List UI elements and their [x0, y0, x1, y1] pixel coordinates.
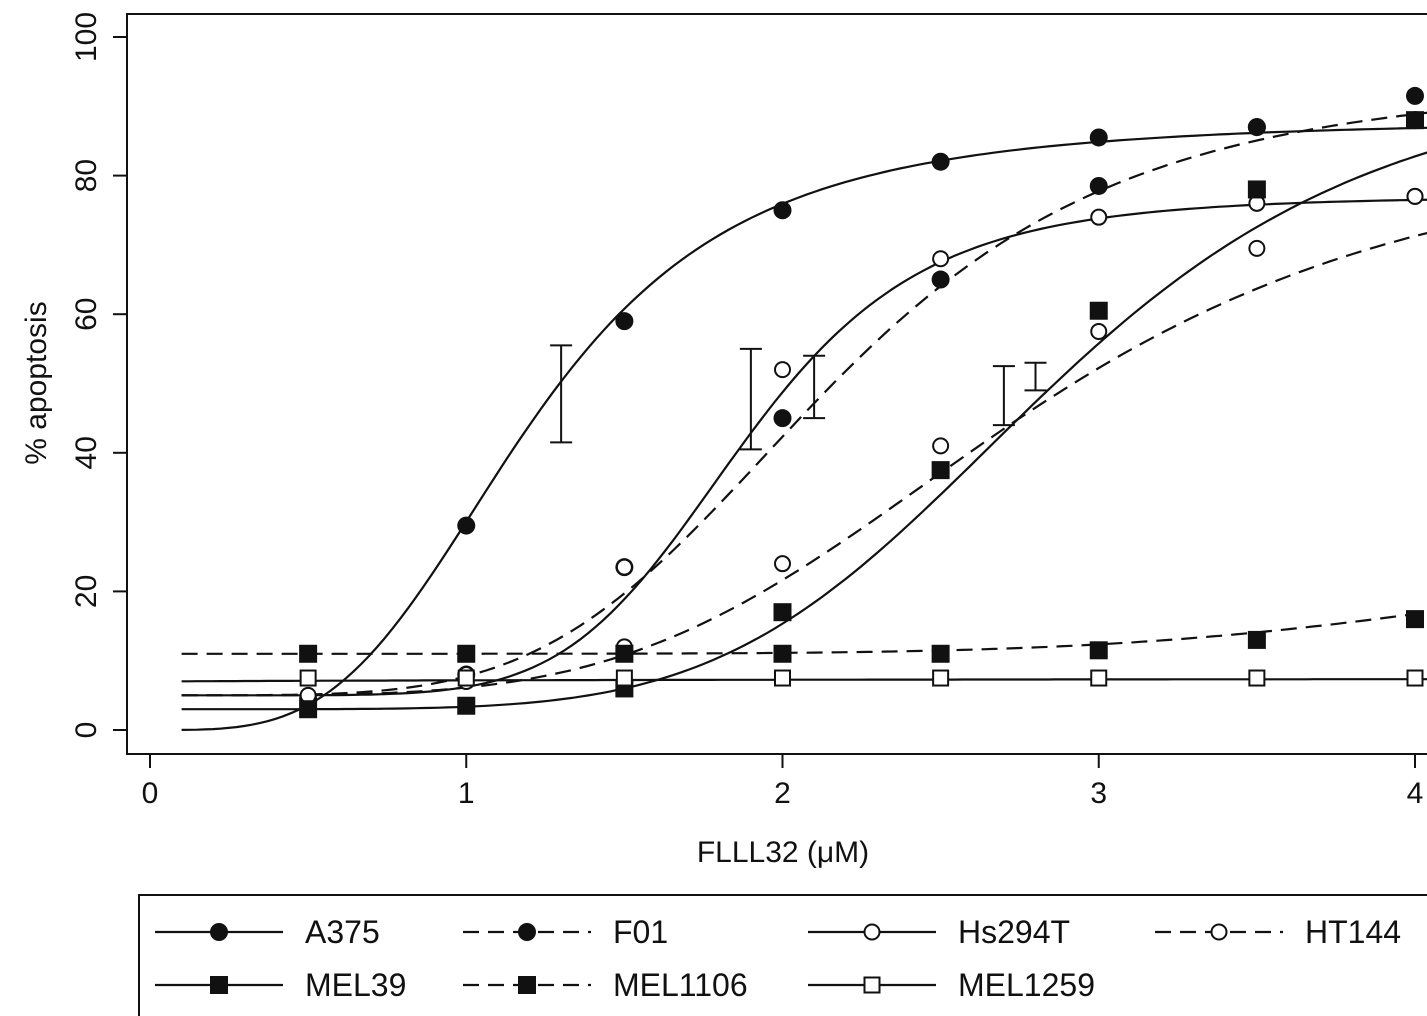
point-ht144: [932, 437, 950, 455]
x-tick-label: 2: [774, 777, 791, 810]
point-mel1106: [931, 644, 950, 663]
y-tick-label: 100: [70, 12, 103, 62]
x-tick-label: 3: [1090, 777, 1107, 810]
point-mel1259: [1090, 669, 1108, 687]
legend-label-a375: A375: [305, 914, 380, 950]
fit-curve-mel1259: [181, 678, 1427, 683]
legend-marker-ht144: [1210, 923, 1228, 941]
fit-curve-ht144: [181, 231, 1427, 697]
legend-marker-hs294t: [863, 923, 881, 941]
point-mel39: [1089, 301, 1108, 320]
fit-curve-f01: [181, 111, 1427, 697]
point-hs294t: [615, 558, 633, 576]
data-points: [299, 86, 1424, 719]
y-tick-label: 20: [70, 575, 103, 608]
legend: A375 F01 Hs294T HT144 MEL39 MEL1106 MEL1259: [155, 914, 1401, 1003]
point-ht144: [1248, 239, 1266, 257]
point-mel39: [299, 700, 318, 719]
fit-curve-a375: [181, 126, 1427, 731]
legend-label-f01: F01: [613, 914, 668, 950]
legend-marker-mel39: [210, 976, 228, 994]
point-mel1259: [457, 669, 475, 687]
point-hs294t: [932, 250, 950, 268]
legend-marker-f01: [518, 923, 536, 941]
point-a375: [1089, 128, 1108, 147]
y-tick-label: 40: [70, 436, 103, 469]
point-mel1259: [615, 669, 633, 687]
y-tick-label: 0: [70, 722, 103, 739]
fit-curve-mel1106: [181, 611, 1427, 655]
x-axis-ticks: 0 1 2 3 4: [142, 754, 1424, 810]
point-mel1106: [773, 644, 792, 663]
point-a375: [457, 516, 476, 535]
point-mel39: [1406, 111, 1424, 130]
point-mel1106: [1247, 630, 1266, 649]
legend-box: [138, 894, 1427, 1016]
point-mel1259: [774, 669, 791, 687]
legend-label-mel1259: MEL1259: [958, 967, 1095, 1003]
point-f01: [1406, 86, 1424, 105]
point-mel1106: [615, 644, 634, 663]
legend-label-ht144: HT144: [1305, 914, 1401, 950]
point-mel1106: [1406, 610, 1424, 629]
legend-marker-a375: [210, 923, 228, 941]
fit-curve-mel39: [181, 151, 1427, 711]
point-ht144: [774, 555, 791, 573]
x-tick-label: 0: [142, 777, 159, 810]
point-a375: [931, 152, 950, 171]
y-tick-label: 80: [70, 159, 103, 192]
x-tick-label: 1: [458, 777, 475, 810]
point-mel39: [1247, 180, 1266, 199]
point-mel1259: [1248, 669, 1266, 687]
y-tick-label: 60: [70, 298, 103, 331]
point-mel1106: [457, 644, 476, 663]
fit-curve-hs294t: [181, 198, 1427, 697]
point-ht144: [1406, 187, 1424, 205]
fitted-curves: [181, 111, 1427, 731]
point-mel1259: [1406, 669, 1424, 687]
legend-label-hs294t: Hs294T: [958, 914, 1070, 950]
point-mel1106: [299, 644, 318, 663]
x-tick-label: 4: [1407, 777, 1424, 810]
point-mel1259: [932, 669, 950, 687]
point-mel39: [773, 603, 792, 622]
point-mel1106: [1089, 641, 1108, 660]
point-a375: [773, 201, 792, 220]
point-a375: [615, 312, 634, 331]
legend-marker-mel1259: [863, 976, 881, 994]
legend-label-mel39: MEL39: [305, 967, 406, 1003]
point-f01: [931, 270, 950, 289]
error-bars: [550, 344, 1047, 451]
point-mel1259: [299, 669, 317, 687]
x-axis-label: FLLL32 (μM): [697, 836, 869, 869]
legend-label-mel1106: MEL1106: [613, 967, 748, 1003]
plot-frame: [126, 13, 1427, 755]
point-mel39: [457, 696, 476, 715]
point-hs294t: [1090, 208, 1108, 226]
point-f01: [773, 409, 792, 428]
legend-marker-mel1106: [518, 976, 536, 994]
point-hs294t: [774, 361, 791, 379]
y-axis-ticks: 0 20 40 60 80 100: [70, 12, 127, 738]
point-ht144: [1090, 323, 1108, 341]
point-mel39: [931, 461, 950, 480]
point-f01: [1089, 176, 1108, 195]
y-axis-label: % apoptosis: [20, 301, 53, 464]
point-f01: [1247, 118, 1266, 137]
